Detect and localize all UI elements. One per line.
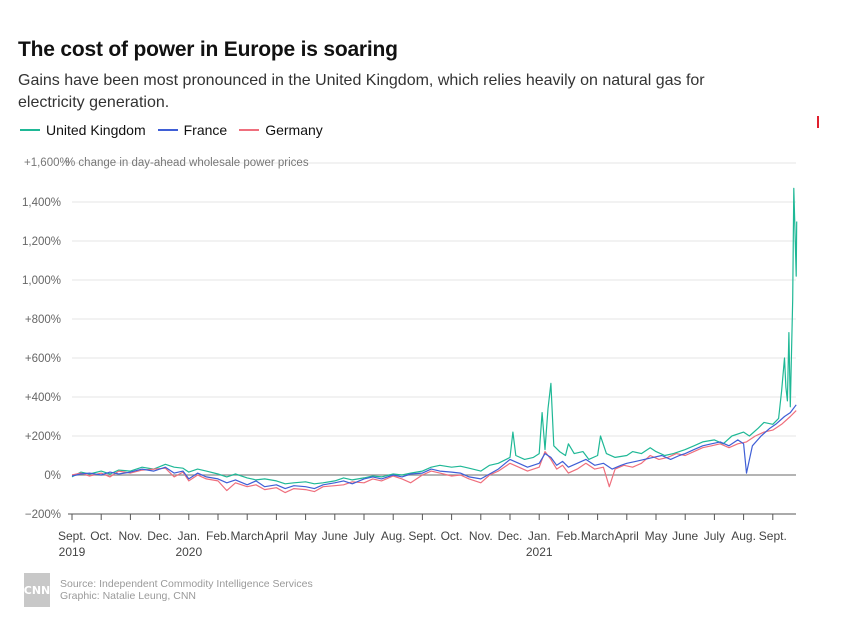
y-tick-label: 1,200% [22,236,61,248]
y-axis-label: % change in day-ahead wholesale power pr… [65,157,309,169]
x-tick-label: Dec. [498,529,523,543]
legend-swatch-france [157,129,178,131]
legend-item-germany: Germany [239,122,323,138]
legend-swatch-uk [20,129,40,131]
legend: United Kingdom France Germany [20,122,323,138]
y-tick-label: −200% [25,509,61,521]
footer: CNN Source: Independent Commodity Intell… [24,573,313,607]
legend-swatch-germany [239,129,260,131]
x-tick-label: Nov. [119,529,143,543]
x-tick-label: Aug. [731,529,756,543]
x-tick-label: March [581,529,614,543]
x-tick-label: Oct. [90,529,112,543]
source-line: Source: Independent Commodity Intelligen… [60,578,313,590]
x-tick-label: Nov. [469,529,493,543]
legend-item-uk: United Kingdom [20,122,146,138]
x-tick-label: June [672,529,698,543]
x-year-label: 2020 [175,545,202,559]
x-year-label: 2021 [526,545,553,559]
x-tick-label: July [353,529,374,543]
chart-subtitle: Gains have been most pronounced in the U… [18,72,705,111]
x-tick-label: Oct. [441,529,463,543]
x-tick-label: Sept. [408,529,436,543]
y-tick-label: +200% [25,431,61,443]
chart-title: The cost of power in Europe is soaring [18,38,398,61]
y-tick-label: 0% [44,470,61,482]
y-tick-label: +1,600% [24,157,70,169]
cnn-logo: CNN [24,573,50,607]
source-text: Source: Independent Commodity Intelligen… [60,578,313,602]
x-tick-label: June [322,529,348,543]
y-tick-label: +400% [25,392,61,404]
x-tick-label: March [231,529,264,543]
x-tick-label: Sept. [58,529,86,543]
legend-label-uk: United Kingdom [46,122,146,138]
edge-marker [817,116,819,128]
x-tick-label: Feb. [206,529,230,543]
y-tick-label: +800% [25,314,61,326]
x-tick-label: May [294,529,317,543]
x-tick-label: April [264,529,288,543]
y-tick-label: +600% [25,353,61,365]
x-tick-label: Sept. [759,529,787,543]
legend-label-france: France [183,122,228,138]
x-tick-label: Dec. [147,529,172,543]
credit-line: Graphic: Natalie Leung, CNN [60,590,196,602]
x-tick-label: Feb. [556,529,580,543]
x-year-label: 2019 [59,545,86,559]
x-tick-label: May [645,529,668,543]
series-line-germany [71,410,797,494]
y-tick-label: 1,000% [22,275,61,287]
x-tick-label: Aug. [381,529,406,543]
series-line-france [71,404,797,490]
x-tick-label: April [615,529,639,543]
x-tick-label: Jan. [177,529,200,543]
legend-label-germany: Germany [265,122,323,138]
x-tick-label: Jan. [528,529,551,543]
legend-item-france: France [157,122,228,138]
x-tick-label: July [704,529,725,543]
series-line-united-kingdom [71,187,798,485]
y-tick-label: 1,400% [22,197,61,209]
